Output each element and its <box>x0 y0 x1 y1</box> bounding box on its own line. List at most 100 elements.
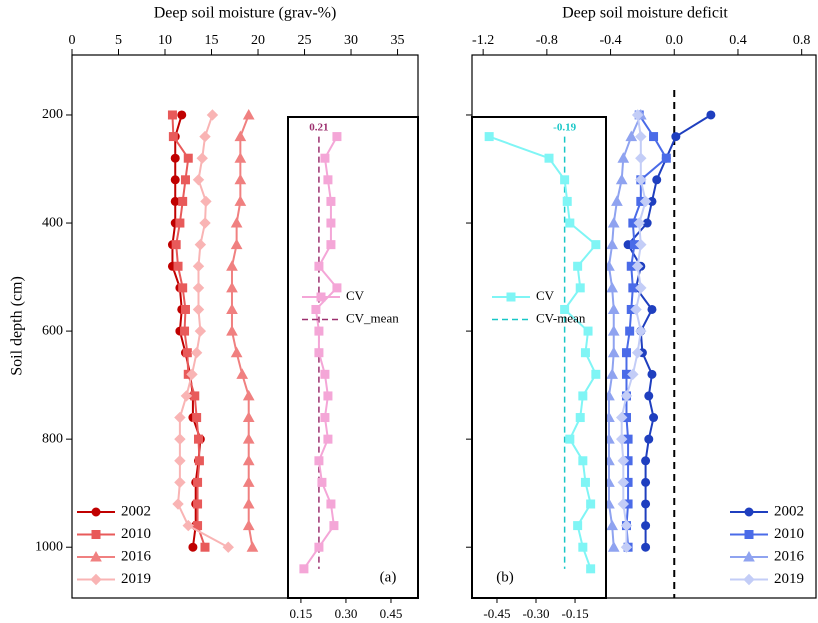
marker <box>173 261 183 271</box>
marker <box>544 153 554 163</box>
marker <box>180 304 190 314</box>
marker <box>631 109 644 121</box>
marker <box>200 542 210 552</box>
marker <box>180 175 190 185</box>
marker <box>199 217 211 229</box>
marker <box>174 411 186 424</box>
marker <box>644 434 654 444</box>
marker <box>192 174 205 186</box>
marker <box>635 238 647 251</box>
marker <box>332 283 342 293</box>
marker <box>193 434 203 444</box>
marker <box>326 196 336 206</box>
legend-marker <box>506 292 516 302</box>
marker <box>183 153 193 163</box>
x-tick-label: 10 <box>158 33 172 48</box>
marker <box>649 132 659 142</box>
marker <box>170 153 180 163</box>
marker <box>192 260 205 272</box>
marker <box>180 390 193 402</box>
marker <box>617 455 630 467</box>
marker <box>635 174 647 186</box>
marker <box>615 173 628 185</box>
marker <box>226 325 238 336</box>
marker <box>314 326 324 336</box>
marker <box>226 260 238 271</box>
marker <box>199 130 211 143</box>
marker <box>320 413 330 423</box>
legend-label: 2016 <box>121 548 152 564</box>
marker <box>186 368 198 381</box>
marker <box>299 564 309 574</box>
legend-label: 2002 <box>121 503 151 519</box>
marker <box>617 152 630 163</box>
marker <box>621 348 631 358</box>
marker <box>194 325 207 337</box>
marker <box>323 175 333 185</box>
marker <box>611 195 623 206</box>
marker <box>652 175 662 185</box>
marker <box>329 521 339 531</box>
marker <box>242 454 255 466</box>
marker <box>314 261 324 271</box>
legend-label: 2019 <box>774 571 804 587</box>
marker <box>641 542 651 552</box>
x-tick-label: 0.15 <box>290 606 313 621</box>
legend-label: 2010 <box>774 526 804 542</box>
marker <box>242 476 255 487</box>
marker <box>192 413 202 423</box>
mean-label: 0.21 <box>309 122 328 134</box>
y-tick-label: 200 <box>42 107 63 122</box>
x-tick-label: 20 <box>251 33 265 48</box>
marker <box>326 240 336 250</box>
x-axis-title: Deep soil moisture deficit <box>562 5 728 22</box>
marker <box>620 390 633 402</box>
x-tick-label: 35 <box>391 33 405 48</box>
marker <box>635 152 647 164</box>
inset-frame <box>287 116 419 599</box>
marker <box>647 304 657 314</box>
legend-label: CV_mean <box>346 310 399 325</box>
marker <box>234 130 247 142</box>
marker <box>172 498 184 510</box>
marker <box>615 433 628 445</box>
marker <box>175 218 185 228</box>
marker <box>196 152 208 164</box>
marker <box>242 433 255 444</box>
legend-marker <box>91 530 101 539</box>
marker <box>641 521 651 531</box>
marker <box>671 132 681 142</box>
marker <box>620 541 633 553</box>
marker <box>226 303 238 314</box>
marker <box>242 108 255 120</box>
x-tick-label: -0.30 <box>522 606 549 621</box>
marker <box>578 391 588 401</box>
x-tick-label: -0.4 <box>599 33 621 48</box>
marker <box>635 282 647 294</box>
marker <box>171 240 181 250</box>
x-tick-label: -0.8 <box>536 33 558 48</box>
marker <box>580 477 590 487</box>
marker <box>644 391 654 401</box>
marker <box>630 303 642 316</box>
marker <box>573 261 583 271</box>
marker <box>192 282 205 294</box>
marker <box>578 542 588 552</box>
marker <box>562 196 572 206</box>
x-axis-title: Deep soil moisture (grav-%) <box>154 5 337 22</box>
marker <box>174 433 186 445</box>
marker <box>230 217 243 228</box>
marker <box>606 368 618 379</box>
marker <box>484 132 494 142</box>
x-tick-label: 0.30 <box>335 606 358 621</box>
marker <box>647 369 657 379</box>
marker <box>607 325 620 336</box>
marker <box>607 303 620 314</box>
marker <box>234 152 247 163</box>
legend-marker <box>744 530 754 539</box>
marker <box>242 519 255 531</box>
y-axis-title: Soil depth (cm) <box>9 276 26 376</box>
marker <box>575 283 585 293</box>
mean-label: -0.19 <box>553 122 576 134</box>
